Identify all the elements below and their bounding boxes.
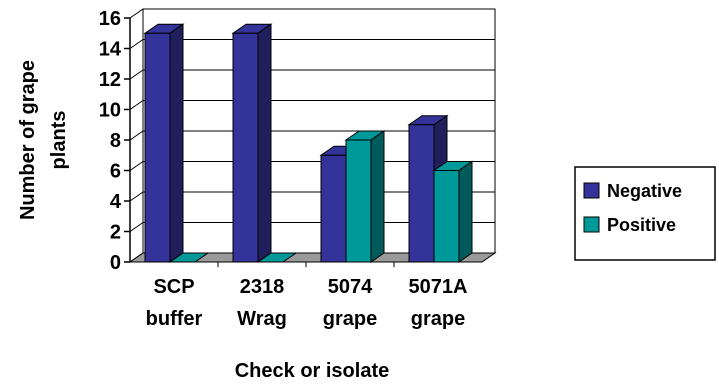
y-tick-label: 16 bbox=[99, 8, 121, 30]
bar-negative-1 bbox=[231, 23, 273, 263]
legend-swatch-positive bbox=[583, 216, 600, 233]
x-axis-title: Check or isolate bbox=[235, 360, 390, 382]
y-tick-label: 10 bbox=[99, 100, 121, 122]
gridline-depth bbox=[129, 8, 144, 19]
x-tick-label: 2318 bbox=[240, 276, 285, 298]
y-tick-label: 8 bbox=[110, 130, 121, 152]
legend: Negative Positive bbox=[574, 166, 716, 261]
bar-positive-3 bbox=[432, 160, 474, 263]
y-tick-label: 0 bbox=[110, 252, 121, 274]
x-tick-label: Wrag bbox=[237, 308, 287, 330]
x-tick-label: grape bbox=[411, 308, 465, 330]
gridline-depth bbox=[129, 191, 144, 202]
legend-swatch-negative bbox=[583, 182, 600, 199]
bar-positive-0 bbox=[168, 252, 210, 263]
gridline-depth bbox=[129, 161, 144, 171]
x-tick-label: buffer bbox=[146, 308, 203, 330]
bar-layer bbox=[143, 23, 474, 263]
y-tick-label: 6 bbox=[110, 161, 121, 183]
gridline-depth bbox=[129, 69, 144, 80]
y-tick-label: 2 bbox=[110, 222, 121, 244]
gridline-depth bbox=[129, 222, 144, 232]
legend-label-positive: Positive bbox=[607, 215, 676, 235]
gridline-depth bbox=[129, 39, 144, 49]
bar-positive-2 bbox=[344, 130, 386, 263]
gridline-depth bbox=[129, 130, 144, 141]
bar-negative-0 bbox=[143, 23, 185, 263]
x-tick-label: SCP bbox=[153, 276, 194, 298]
y-tick-label: 14 bbox=[99, 39, 122, 61]
label-layer: 0 2 4 6 8 10 12 14 16 SCP buffer 2318 Wrag 5074 grape 5… bbox=[17, 8, 467, 382]
x-tick-label: 5071A bbox=[409, 276, 468, 298]
y-axis-title: plants bbox=[48, 111, 70, 170]
gridline-depth bbox=[129, 100, 144, 110]
bar-positive-1 bbox=[256, 252, 298, 263]
y-tick-label: 4 bbox=[110, 191, 122, 213]
x-tick-label: 5074 bbox=[328, 276, 373, 298]
x-tick-label: grape bbox=[323, 308, 377, 330]
y-axis-title: Number of grape bbox=[17, 60, 39, 220]
y-tick-label: 12 bbox=[99, 69, 121, 91]
legend-label-negative: Negative bbox=[607, 181, 682, 201]
